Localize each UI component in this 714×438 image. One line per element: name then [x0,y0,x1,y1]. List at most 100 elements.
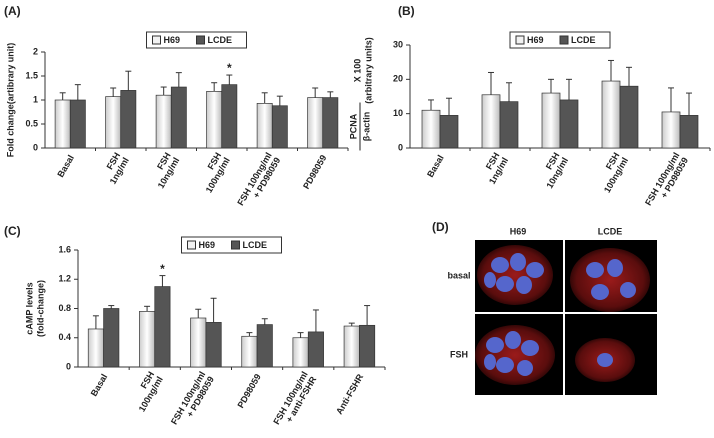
bar [190,317,207,368]
x-tick-label-group: PD98059 [301,153,328,191]
bar [87,328,104,368]
bar [421,109,441,149]
x-tick-label: PD98059 [301,153,328,191]
x-tick-label-group: Basal [89,372,110,398]
bar [439,115,459,149]
legend-swatch [515,35,525,45]
y-tick-label: 0 [66,361,71,371]
bar [54,99,71,149]
panel-label: (A) [4,4,21,18]
x-tick-label-group: Anti-FSHR [334,372,365,416]
panel-label: (C) [4,224,21,238]
y-tick-label: 1.5 [25,70,38,80]
legend-swatch [231,240,240,250]
bar [139,311,156,368]
x-tick-label: Basal [55,153,76,179]
nuclei [484,253,636,376]
panel-label: (B) [398,4,415,18]
y-axis-label: (arbitrary units) [363,37,373,104]
legend-label: H69 [164,35,181,45]
legend-label: H69 [527,35,544,45]
y-axis-label: cAMP levels [24,282,34,334]
microscopy-panel: (D) H69 LCDE basal FSH [432,220,657,395]
x-tick-label: PD98059 [235,372,262,410]
bar [205,322,222,368]
legend-swatch [196,35,205,45]
y-tick-label: 0 [398,142,403,152]
bar [170,86,187,149]
panel-label: (D) [432,220,449,234]
x-tick-label-group: Basal [55,153,76,179]
significance-marker: * [160,262,165,276]
bar [69,99,86,149]
x-tick-label: Basal [425,153,446,179]
x-tick-label-group: PD98059 [235,372,262,410]
bar [307,97,324,149]
bar [619,85,639,149]
bar [343,325,360,368]
y-tick-label: 1.6 [58,244,71,254]
bar [601,80,621,149]
y-tick-label: 0.5 [25,118,38,128]
y-tick-label: 20 [393,74,403,84]
bar [292,337,309,368]
bar [241,335,258,368]
bar [105,96,122,149]
row-label: basal [447,270,470,280]
bar [322,97,339,149]
bar [499,101,519,149]
bar [103,308,120,368]
x-tick-label-group: Basal [425,153,446,179]
x-tick-label-group: FSH 100ng/ml+ PD98059 [643,151,690,208]
bar [221,84,238,149]
cell [570,248,650,312]
x-tick-label: Anti-FSHR [334,372,365,416]
legend-label: LCDE [208,35,233,45]
bar [206,91,223,149]
y-tick-label: 0.4 [58,332,71,342]
bar [154,286,171,368]
legend-label: LCDE [243,240,268,250]
x-tick-label-group: FSH 100ng/ml+ anti-FSHR [271,370,318,427]
y-axis-label: Fold change(artibrary unit) [5,43,15,158]
legend-swatch [187,240,196,250]
column-label: H69 [510,226,527,236]
bar [155,94,172,149]
bar [256,103,273,149]
y-tick-label: 1.2 [58,274,71,284]
x-tick-label: Basal [89,372,110,398]
bar [559,99,579,149]
y-tick-label: 1 [33,94,38,104]
row-label: FSH [450,349,468,359]
bar [481,94,501,149]
bar [120,90,137,149]
x-tick-label-group: FSH 100ng/ml+ PD98059 [235,151,282,208]
bar [679,115,699,149]
bar [256,324,273,368]
legend-swatch [152,35,161,45]
y-tick-label: 2 [33,46,38,56]
bar [541,92,561,149]
legend-label: H69 [199,240,216,250]
y-tick-label: 0.8 [58,303,71,313]
y-tick-label: 30 [393,39,403,49]
y-axis-label: PCNA [348,113,358,139]
y-axis-label: β-actin [361,112,371,142]
y-axis-label: (fold-change) [35,280,45,337]
legend-swatch [559,35,569,45]
y-axis-label: X 100 [352,59,362,83]
x-tick-label-group: FSH 100ng/ml+ PD98059 [169,370,216,427]
y-tick-label: 0 [33,142,38,152]
column-label: LCDE [598,226,623,236]
bar [307,331,324,368]
y-tick-label: 10 [393,108,403,118]
bar [359,324,376,368]
bar [271,105,288,149]
